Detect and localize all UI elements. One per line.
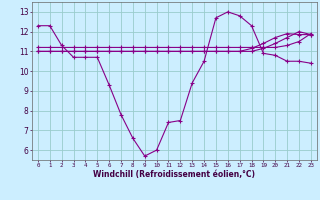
X-axis label: Windchill (Refroidissement éolien,°C): Windchill (Refroidissement éolien,°C) bbox=[93, 170, 255, 179]
